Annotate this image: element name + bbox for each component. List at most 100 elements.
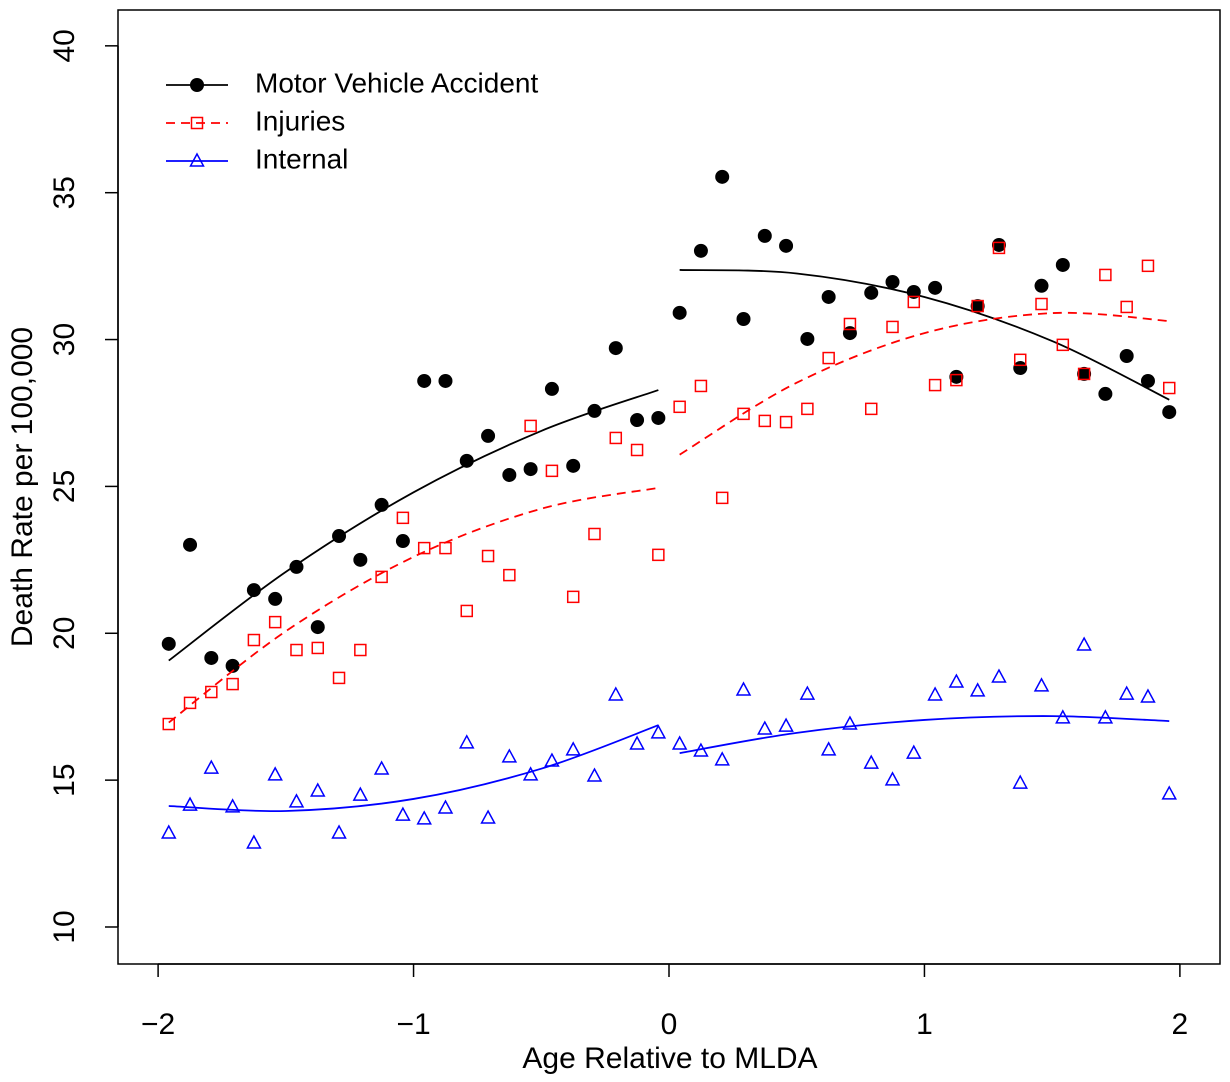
data-point <box>1098 386 1113 401</box>
data-point <box>587 403 602 418</box>
data-point <box>183 537 198 552</box>
data-point <box>608 341 623 356</box>
legend-marker <box>190 116 204 130</box>
data-point <box>715 491 729 505</box>
data-point <box>225 658 240 673</box>
data-point <box>480 809 496 824</box>
x-axis-title: Age Relative to MLDA <box>522 1042 817 1075</box>
data-point <box>821 289 836 304</box>
data-point <box>588 527 601 541</box>
data-point <box>736 311 751 326</box>
data-point <box>268 591 283 606</box>
data-point <box>1013 361 1028 376</box>
data-point <box>161 636 176 651</box>
legend-marker <box>189 152 205 167</box>
fit-line <box>168 311 1170 724</box>
data-point <box>885 274 900 289</box>
data-point <box>651 410 666 425</box>
y-tick-label: 30 <box>48 323 81 356</box>
data-point <box>224 798 241 813</box>
data-point <box>927 686 943 701</box>
data-point <box>246 583 261 598</box>
data-point <box>417 541 431 555</box>
y-tick-label: 40 <box>48 29 81 62</box>
data-point <box>1162 381 1176 395</box>
data-point <box>864 285 879 300</box>
data-point <box>1076 636 1092 651</box>
x-tick-label: −1 <box>396 1008 430 1041</box>
data-point <box>1077 366 1092 381</box>
data-point <box>331 824 347 839</box>
y-axis-title: Death Rate per 100,000 <box>6 327 39 647</box>
y-tick-label: 25 <box>48 470 81 503</box>
data-point <box>737 407 750 421</box>
data-point <box>182 796 198 811</box>
data-point <box>417 373 432 388</box>
data-point <box>1120 300 1133 314</box>
data-point <box>864 402 878 416</box>
data-point <box>566 590 580 604</box>
data-point <box>779 238 794 253</box>
data-point <box>693 742 709 757</box>
data-point <box>1012 774 1028 789</box>
data-point <box>503 568 516 582</box>
data-point <box>1055 709 1071 724</box>
data-point <box>735 681 752 696</box>
data-point <box>1034 278 1049 293</box>
data-point <box>205 685 218 699</box>
data-point <box>672 305 687 320</box>
data-point <box>459 453 474 468</box>
data-point <box>673 400 686 414</box>
data-point <box>586 767 603 782</box>
data-point <box>928 280 943 295</box>
data-point <box>1077 367 1091 381</box>
data-point <box>863 754 879 769</box>
data-point <box>758 414 772 428</box>
x-tick-label: 2 <box>1172 1008 1189 1041</box>
data-point <box>991 237 1006 252</box>
data-point <box>204 650 219 665</box>
data-point <box>460 604 474 618</box>
data-point <box>907 295 921 309</box>
data-point <box>842 715 858 730</box>
data-point <box>757 228 772 243</box>
data-point <box>652 548 665 562</box>
data-point <box>502 467 517 482</box>
data-point <box>950 373 963 387</box>
data-point <box>267 766 283 781</box>
data-point <box>183 696 197 710</box>
legend-marker <box>190 78 204 92</box>
data-point <box>437 799 454 814</box>
x-tick-label: −2 <box>141 1008 175 1041</box>
data-point <box>524 419 537 433</box>
data-point <box>332 529 347 544</box>
data-point <box>1118 685 1135 700</box>
data-point <box>439 541 452 555</box>
data-point <box>609 431 623 445</box>
data-point <box>630 443 644 457</box>
data-point <box>354 643 367 657</box>
data-point <box>1097 709 1114 724</box>
data-point <box>396 511 410 525</box>
fit-line <box>168 715 1170 813</box>
data-point <box>1013 353 1027 367</box>
data-point <box>630 413 645 428</box>
y-tick-label: 10 <box>48 910 81 943</box>
data-point <box>629 735 645 750</box>
data-point <box>715 169 730 184</box>
data-point <box>779 415 793 429</box>
data-point <box>969 682 986 697</box>
data-point <box>310 620 325 635</box>
data-point <box>246 834 262 849</box>
data-point <box>416 810 432 825</box>
data-point <box>481 549 495 563</box>
x-tick-label: 1 <box>916 1008 933 1041</box>
data-point <box>1035 297 1048 311</box>
data-point <box>1119 349 1134 364</box>
data-point <box>226 677 239 691</box>
data-point <box>375 570 388 584</box>
legend-label: Internal <box>255 143 348 174</box>
data-point <box>906 284 921 299</box>
data-point <box>374 497 389 512</box>
